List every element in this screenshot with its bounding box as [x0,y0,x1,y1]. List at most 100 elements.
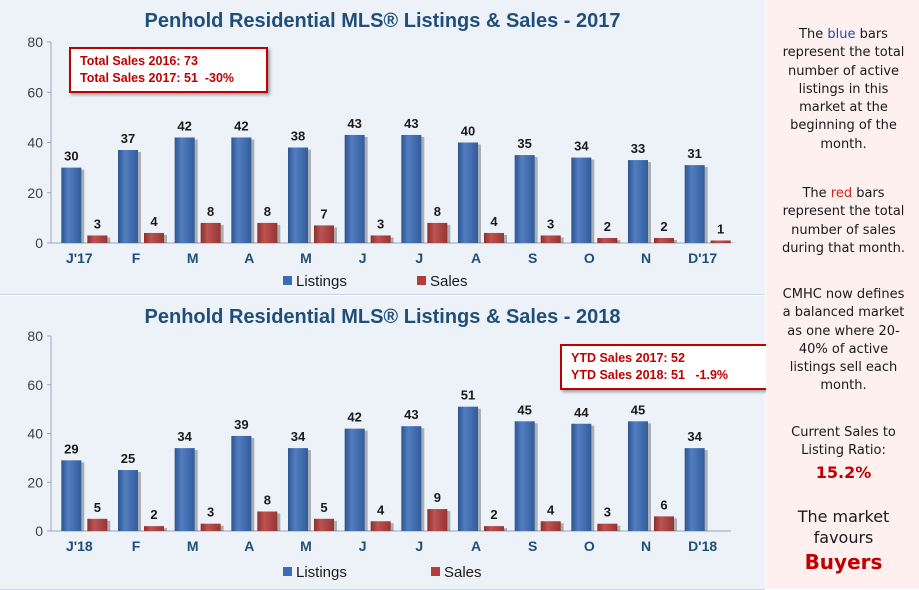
listings-data-label: 31 [687,146,701,161]
chart-title-2017: Penhold Residential MLS® Listings & Sale… [144,10,621,32]
listings-data-label: 45 [517,402,531,417]
x-category-label: D'17 [688,250,717,266]
sales-bar [484,232,504,243]
sales-bar [427,222,448,243]
sales-bar [257,222,278,243]
listings-data-label: 39 [234,417,248,432]
listings-data-label: 42 [234,118,248,133]
listings-data-label: 43 [404,407,418,422]
sales-bar [257,511,278,531]
chart-2017-svg: 020406080J'17303F374M428A428M387J433J438… [27,34,734,290]
sales-data-label: 7 [320,206,327,221]
x-category-label: F [132,250,141,266]
ratio-value: 15.2% [815,463,872,482]
sales-bar [314,518,334,531]
x-category-label: F [132,538,141,554]
sales-bar [710,240,731,243]
y-tick-label: 60 [27,84,43,100]
listings-bar [231,137,252,243]
listings-data-label: 44 [574,405,589,420]
sales-data-label: 8 [264,493,271,508]
sales-bar [87,235,108,243]
listings-bar [514,155,535,243]
y-tick-label: 80 [27,328,43,344]
sales-data-label: 2 [660,219,667,234]
x-category-label: O [584,250,595,266]
total-sales-2017-text: Total Sales 2017: 51 -30% [80,71,235,85]
listings-data-label: 42 [177,118,191,133]
sales-data-label: 2 [150,507,157,522]
x-category-label: J'17 [66,250,93,266]
listings-data-label: 34 [574,139,589,154]
listings-data-label: 40 [461,124,475,139]
listings-bar [458,406,478,531]
x-category-label: M [187,250,199,266]
listings-data-label: 30 [64,149,78,164]
listings-bar [231,435,252,531]
blue-bars-explanation: The blue bars represent the total number… [782,27,905,152]
y-tick-label: 20 [27,474,43,490]
cmhc-definition-text: CMHC now defines a balanced market as on… [782,287,905,394]
sales-data-label: 8 [434,204,441,219]
x-category-label: A [471,538,481,554]
x-category-label: A [244,538,254,554]
listings-bar [118,150,138,243]
listings-bar [401,134,422,243]
chart-panel-2018: 0 20 40 60 80 J'18 29 5 F 25 2 M 34 3 A 39 8 M 34 5 J 42 4 J 43 9… [0,296,769,590]
listings-bar [571,423,592,531]
listings-bar [571,157,592,243]
listings-data-label: 37 [121,131,135,146]
sales-legend-label: Sales [430,273,468,290]
sales-bar [370,521,391,531]
x-category-label: S [528,250,537,266]
listings-data-label: 29 [64,441,78,456]
market-favours-value: Buyers [804,550,883,574]
chart-2018-svg: 020406080J'18295F252M343A398M345J424J439… [27,328,731,581]
listings-bar [118,470,138,531]
sales-data-label: 8 [207,204,214,219]
sales-bar [200,523,221,531]
listings-bar [344,134,365,243]
listings-data-label: 38 [291,129,305,144]
listings-bar [628,160,648,243]
x-category-label: N [641,538,651,554]
sales-data-label: 9 [434,490,441,505]
listings-data-label: 25 [121,451,135,466]
y-tick-label: 60 [27,377,43,393]
sales-bar [370,235,391,243]
sales-bar [314,225,334,243]
x-category-label: J [359,250,367,266]
x-category-label: N [641,250,651,266]
listings-data-label: 51 [461,388,475,403]
sales-data-label: 8 [264,204,271,219]
listings-bar [458,142,478,243]
chart-panel-2017: 0 20 40 60 80 J'17 30 3 F 37 4 M 42 8 A 42 8 M 38 7 J 43 3 J 43 8… [0,0,765,295]
x-category-label: J [415,538,423,554]
sales-data-label: 3 [94,216,101,231]
listings-data-label: 43 [404,116,418,131]
x-category-label: J'18 [66,538,93,554]
sales-bar [200,222,221,243]
ratio-label: Current Sales to Listing Ratio: [791,425,896,459]
listings-bar [174,137,195,243]
total-sales-2016-text: Total Sales 2016: 73 [80,54,198,68]
red-bars-explanation: The red bars represent the total number … [782,186,905,256]
blue-word: blue [827,27,856,42]
sales-data-label: 4 [490,214,498,229]
y-tick-label: 0 [35,523,43,539]
sales-data-label: 3 [547,216,554,231]
x-category-label: D'18 [688,538,717,554]
sales-bar [597,523,618,531]
listings-data-label: 34 [177,429,192,444]
listings-data-label: 33 [631,141,645,156]
listings-data-label: 42 [347,410,361,425]
x-category-label: M [300,538,312,554]
x-category-label: J [415,250,423,266]
sales-data-label: 2 [490,507,497,522]
sales-data-label: 3 [207,505,214,520]
listings-bar [61,167,82,243]
y-tick-label: 40 [27,135,43,151]
listings-data-label: 35 [517,136,531,151]
y-tick-label: 80 [27,34,43,50]
x-category-label: M [187,538,199,554]
